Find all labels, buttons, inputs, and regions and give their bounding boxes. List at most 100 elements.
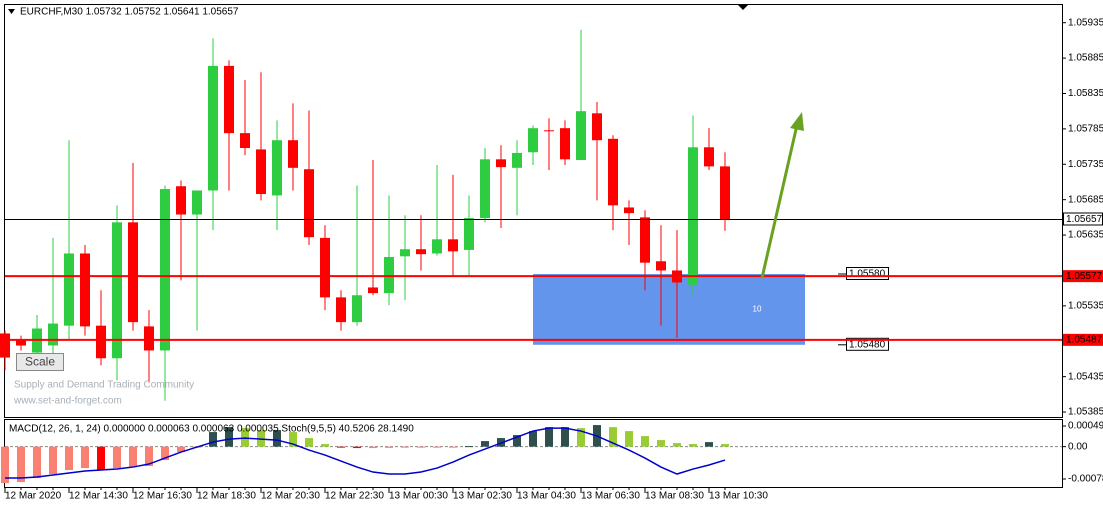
candle-body (256, 149, 266, 195)
candle-body (224, 65, 234, 134)
macd-bar (177, 446, 185, 453)
candle-body (192, 190, 202, 215)
candle-body (176, 186, 186, 215)
candle-body (64, 253, 74, 326)
scale-button[interactable]: Scale (16, 353, 64, 371)
candle-body (624, 207, 634, 214)
candle-body (704, 147, 714, 167)
candle-body (640, 217, 650, 263)
candle-body (480, 159, 490, 219)
candle-body (336, 297, 346, 323)
candle-body (288, 140, 298, 168)
demand-zone (533, 274, 805, 345)
candle-body (448, 239, 458, 252)
candle-body (432, 239, 442, 254)
candle-body (544, 130, 554, 132)
zone-level-box (846, 337, 889, 351)
candle-body (128, 222, 138, 323)
macd-bar (17, 446, 25, 483)
macd-bar (705, 442, 713, 447)
candle-body (96, 325, 106, 359)
macd-bar (209, 432, 217, 447)
candle-body (16, 340, 26, 346)
y-tick-label: 1.05835 (1068, 88, 1103, 99)
macd-bar (289, 432, 297, 447)
candle-body (528, 128, 538, 153)
y-tick-label: 1.05885 (1068, 53, 1103, 64)
x-tick-label: 13 Mar 10:30 (709, 491, 768, 502)
candle-body (464, 218, 474, 250)
arrow-shaft (760, 124, 799, 279)
y-tick-label: 1.05735 (1068, 159, 1103, 170)
candle-body (608, 138, 618, 206)
macd-bar (561, 427, 569, 447)
macd-bar (433, 446, 441, 448)
candle-body (496, 159, 506, 168)
y-tick-label: 1.05635 (1068, 230, 1103, 241)
signal-line (5, 427, 726, 479)
candle-body (304, 169, 314, 238)
macd-bar (353, 446, 361, 449)
macd-title: MACD(12, 26, 1, 24) 0.000000 0.000063 0.… (9, 424, 414, 435)
plot-layer: 1.05935 1.05885 1.05835 1.05785 1.05735 1.056… (0, 17, 1103, 502)
y-tick-label: 1.05385 (1068, 407, 1103, 418)
x-tick-label: 12 Mar 16:30 (133, 491, 192, 502)
x-tick-label: 13 Mar 08:30 (645, 491, 704, 502)
macd-bar (545, 427, 553, 447)
scale-button-box[interactable] (16, 353, 64, 371)
arrow-head (790, 112, 804, 131)
macd-bar (481, 441, 489, 447)
candle-body (560, 128, 570, 160)
candle-body (272, 140, 282, 196)
candle-body (0, 333, 10, 358)
y-tick-label: -0.00078 (1068, 474, 1103, 485)
macd-bar (273, 430, 281, 447)
macd-bar (65, 446, 73, 471)
macd-bar (305, 438, 313, 447)
macd-bar (513, 435, 521, 447)
macd-bar (49, 446, 57, 475)
macd-bar (33, 446, 41, 479)
macd-bar (161, 446, 169, 461)
x-tick-label: 13 Mar 02:30 (453, 491, 512, 502)
candle-body (512, 152, 522, 168)
macd-bar (417, 446, 425, 448)
macd-bar (609, 427, 617, 447)
candle-body (688, 147, 698, 285)
macd-bar (97, 446, 105, 471)
current-price-label: 1.05657 (1066, 214, 1103, 225)
x-tick-label: 13 Mar 04:30 (517, 491, 576, 502)
macd-bar (225, 427, 233, 447)
y-tick-label: 0.000498 (1068, 421, 1103, 432)
candle-body (112, 222, 122, 359)
x-tick-label: 12 Mar 18:30 (197, 491, 256, 502)
candle-body (48, 323, 58, 346)
y-tick-label: 1.05685 (1068, 194, 1103, 205)
macd-bar (385, 446, 393, 448)
macd-bar (321, 444, 329, 447)
macd-bar (721, 444, 729, 447)
macd-bar (657, 440, 665, 447)
chart-title: EURCHF,M30 1.05732 1.05752 1.05641 1.056… (20, 7, 239, 18)
scale-button-label[interactable]: Scale (25, 355, 55, 369)
y-tick-label: 1.05435 (1068, 371, 1103, 382)
candle-body (384, 257, 394, 294)
x-tick-label: 13 Mar 00:30 (389, 491, 448, 502)
candle-body (144, 326, 154, 351)
y-tick-label: 1.05535 (1068, 300, 1103, 311)
macd-bar (1, 446, 9, 484)
macd-bar (465, 446, 473, 448)
candle-body (80, 253, 90, 327)
candle-body (416, 249, 426, 255)
x-tick-label: 12 Mar 2020 (5, 491, 62, 502)
candle-body (656, 261, 666, 271)
candle-body (576, 111, 586, 161)
y-tick-label: 1.05785 (1068, 124, 1103, 135)
macd-bar (145, 446, 153, 467)
macd-bar (529, 431, 537, 447)
x-tick-label: 12 Mar 20:30 (261, 491, 320, 502)
candle-body (240, 133, 250, 148)
macd-bar (449, 446, 457, 448)
watermark-title: Supply and Demand Trading Community (14, 380, 194, 391)
